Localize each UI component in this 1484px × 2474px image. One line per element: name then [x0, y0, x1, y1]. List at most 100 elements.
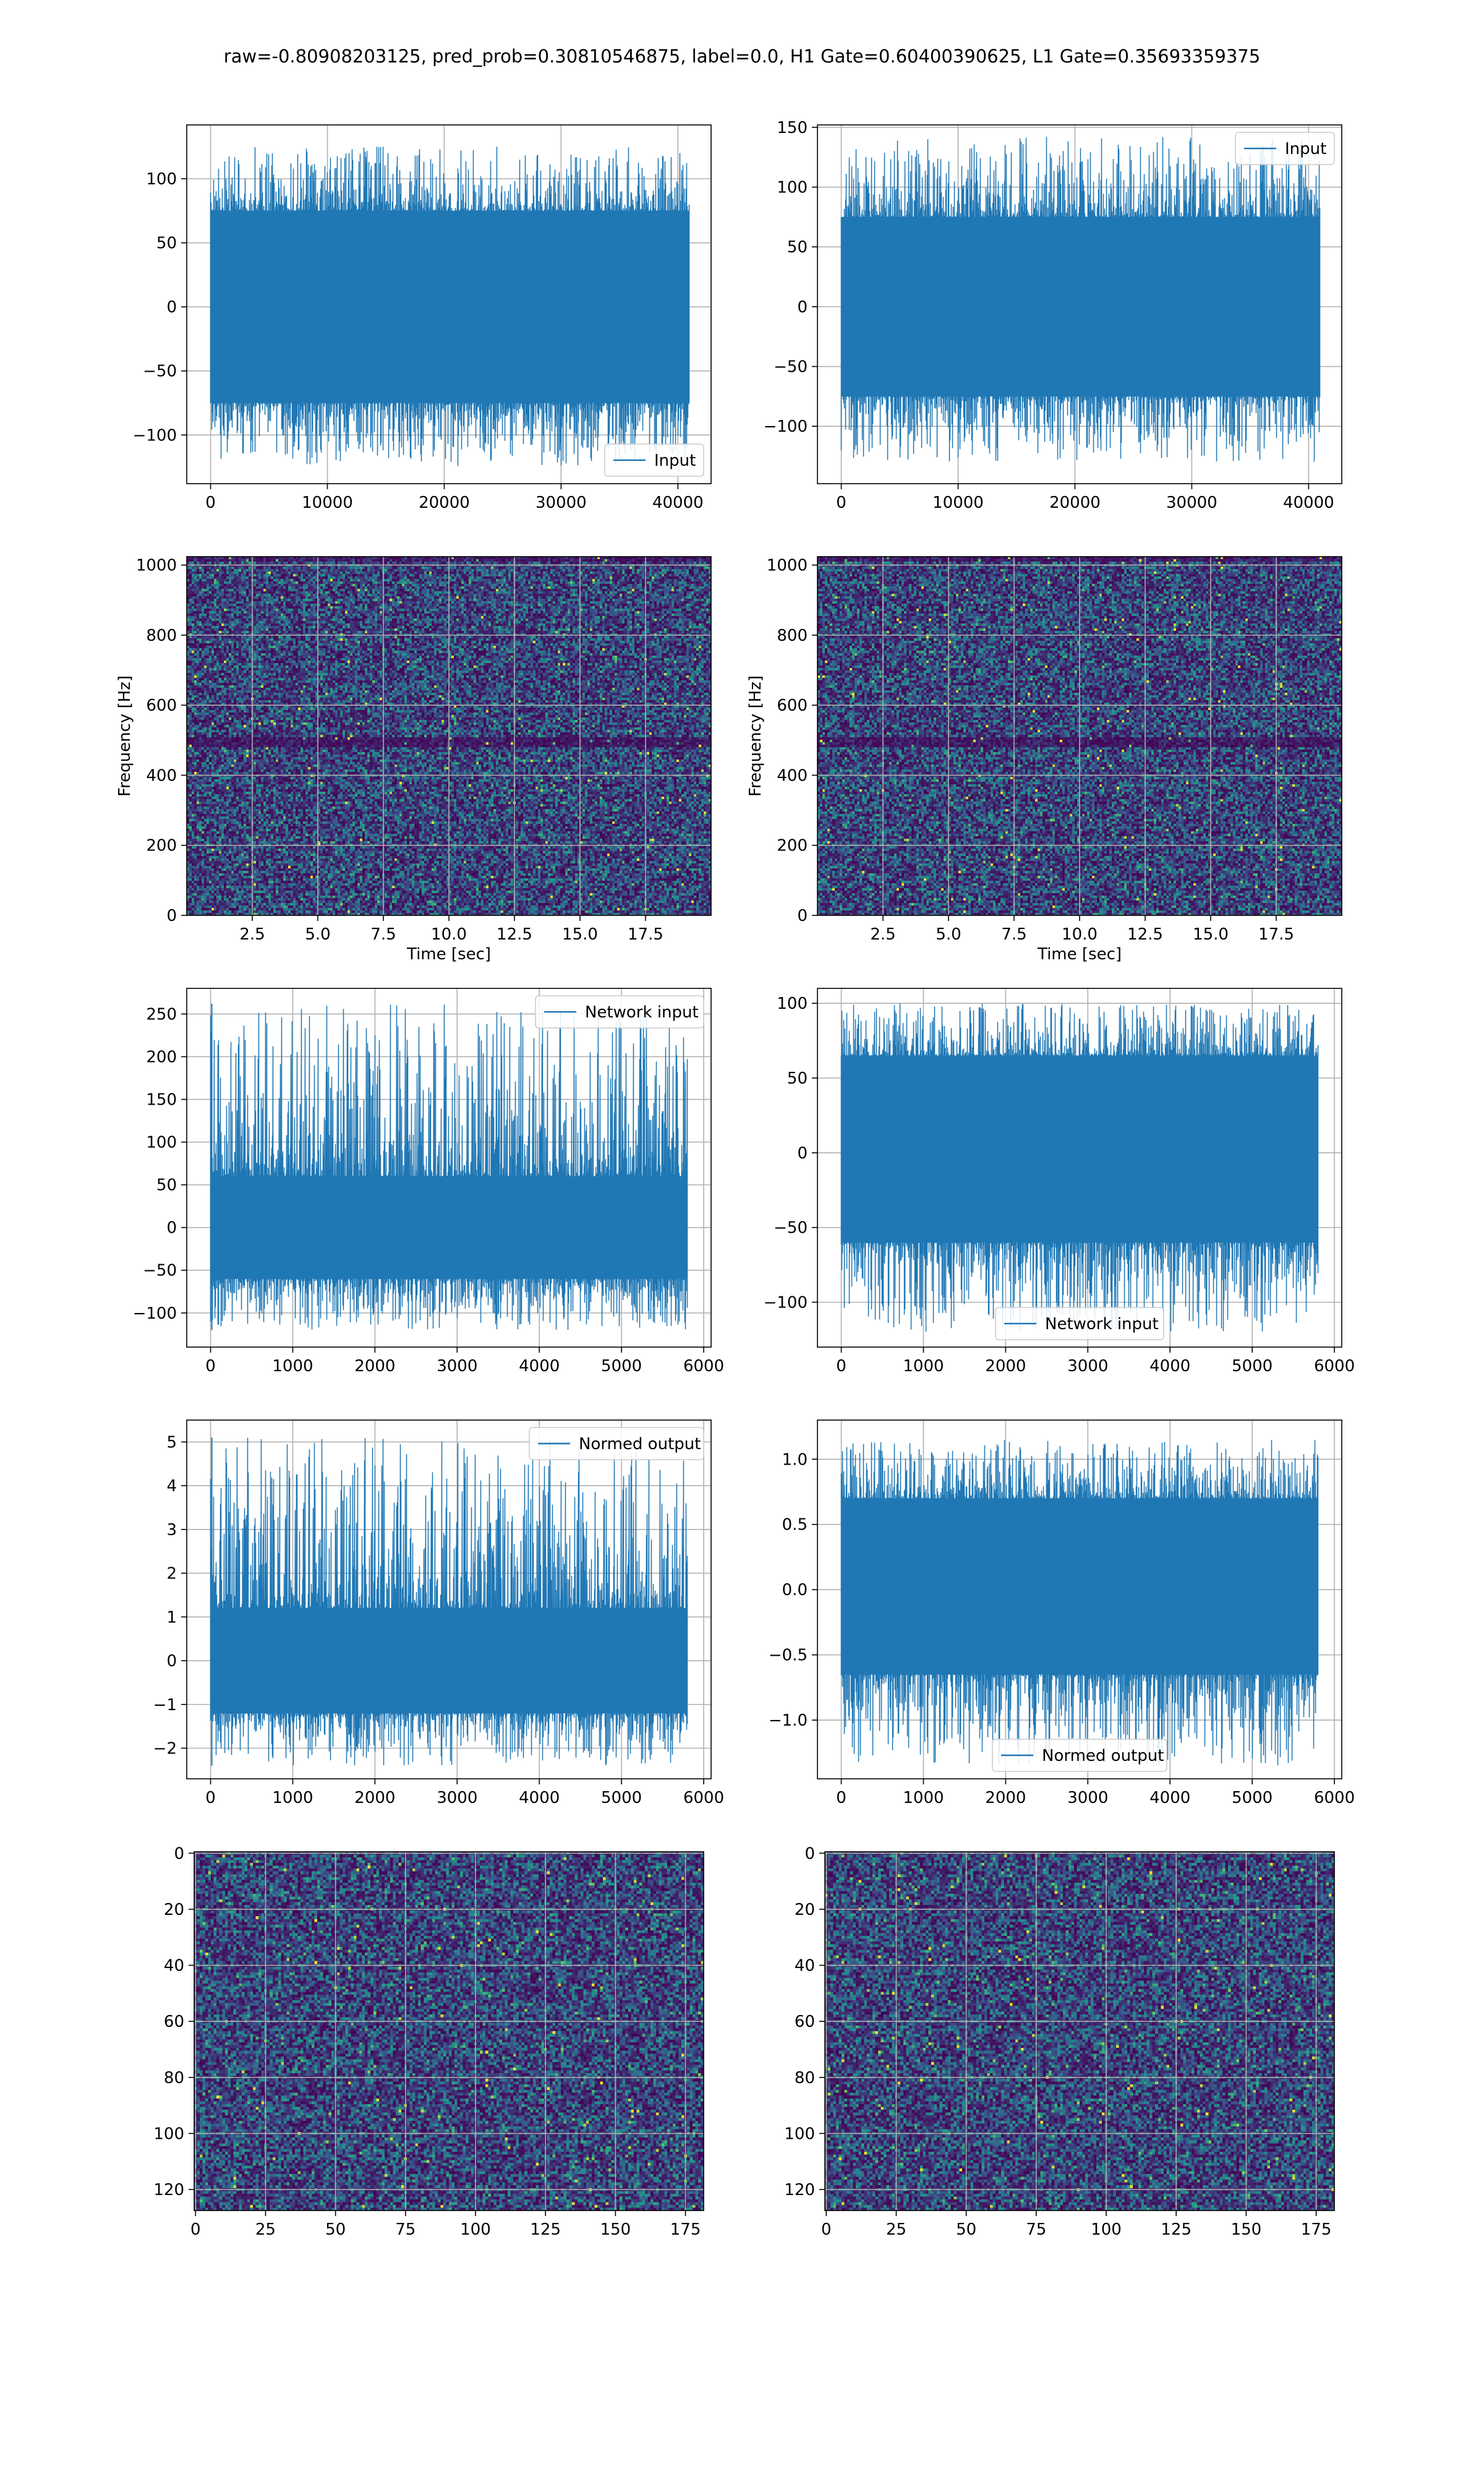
- legend-box: [604, 443, 704, 477]
- chart-l1-spectrogram: 2.5 5.0 7.5 10.0 12.5 15.0 17.5 0 200 400 600 800 10…: [746, 556, 1342, 964]
- axes-frame-h1-input: [186, 124, 712, 484]
- x-tick-label: 2000: [985, 1789, 1026, 1807]
- legend-label: Network input: [585, 1003, 699, 1022]
- y-tick-label: −100: [133, 426, 177, 445]
- x-tick-label: 4000: [519, 1789, 560, 1807]
- y-tick-label: 20: [795, 1901, 815, 1919]
- x-tick-label: 0: [205, 1357, 216, 1376]
- x-tick-label: 75: [395, 2220, 416, 2239]
- legend-l1-network-input: Network input: [995, 1307, 1164, 1340]
- chart-h1-spectrogram: 2.5 5.0 7.5 10.0 12.5 15.0 17.5 0 200 400 600 800 10…: [116, 556, 712, 964]
- y-tick-label: 3: [166, 1521, 177, 1539]
- y-tick-label: 2: [166, 1565, 177, 1583]
- x-tick-label: 6000: [683, 1357, 724, 1376]
- x-tick-label: 10000: [302, 494, 353, 512]
- x-tick-label: 7.5: [370, 925, 396, 944]
- x-tick-label: 6000: [1314, 1789, 1355, 1807]
- y-tick-label: 1.0: [782, 1450, 808, 1469]
- x-tick-label: 3000: [1067, 1789, 1108, 1807]
- legend-l1-normed-output: Normed output: [992, 1739, 1167, 1772]
- y-tick-label: 60: [795, 2013, 815, 2031]
- y-tick-label: 5: [166, 1433, 177, 1452]
- y-tick-label: −50: [143, 362, 177, 381]
- y-tick-label: 50: [787, 238, 808, 257]
- axes-frame-l1-normed-output: [817, 1419, 1342, 1779]
- x-tick-label: 7.5: [1001, 925, 1026, 944]
- y-tick-label: 4: [166, 1477, 177, 1496]
- x-tick-label: 5.0: [936, 925, 961, 944]
- x-tick-label: 20000: [419, 494, 470, 512]
- x-tick-label: 0: [836, 494, 846, 512]
- x-tick-label: 1000: [272, 1357, 313, 1376]
- x-tick-label: 5000: [1232, 1357, 1273, 1376]
- x-tick-label: 25: [886, 2220, 906, 2239]
- x-tick-label: 3000: [437, 1789, 477, 1807]
- x-tick-label: 20000: [1049, 494, 1101, 512]
- y-tick-label: 100: [777, 995, 808, 1013]
- y-tick-label: 100: [146, 170, 177, 189]
- legend-h1-network-input: Network input: [535, 995, 704, 1029]
- y-tick-label: 120: [153, 2181, 184, 2199]
- legend-box: [995, 1307, 1164, 1340]
- x-tick-label: 1000: [903, 1789, 944, 1807]
- chart-h1-image: 0 25 50 75 100 125 150 175 0 20 40 60 80 100 120: [153, 1844, 704, 2239]
- grid-h1-image: [194, 1852, 704, 2211]
- x-tick-label: 2.5: [239, 925, 265, 944]
- x-tick-label: 40000: [1283, 494, 1334, 512]
- x-tick-label: 30000: [1166, 494, 1217, 512]
- grid-l1-image: [825, 1852, 1334, 2211]
- y-tick-label: 50: [156, 1176, 177, 1195]
- series-line-h1-normed-output: [210, 1437, 688, 1766]
- chart-l1-image: 0 25 50 75 100 125 150 175 0 20 40 60 80 100 120: [784, 1844, 1335, 2239]
- y-tick-label: 120: [784, 2181, 815, 2199]
- y-tick-label: 250: [146, 1005, 177, 1024]
- y-tick-label: 1000: [767, 557, 808, 575]
- y-tick-label: −100: [764, 1294, 808, 1312]
- y-tick-label: −50: [143, 1262, 177, 1280]
- legend-label: Normed output: [1042, 1747, 1164, 1765]
- y-tick-label: 60: [164, 2013, 184, 2031]
- x-tick-label: 10.0: [1062, 925, 1098, 944]
- series-line-h1-input: [210, 147, 690, 466]
- legend-box: [1235, 132, 1335, 165]
- figure-title: raw=-0.80908203125, pred_prob=0.30810546…: [224, 46, 1260, 67]
- y-tick-label: −50: [774, 358, 808, 377]
- axes-frame-l1-input: [817, 124, 1342, 484]
- y-tick-label: 40: [795, 1957, 815, 1975]
- x-tick-label: 6000: [683, 1789, 724, 1807]
- y-tick-label: 0: [174, 1844, 184, 1863]
- x-tick-label: 75: [1026, 2220, 1046, 2239]
- x-tick-label: 0: [836, 1789, 846, 1807]
- heatmap-image-l1-image: [825, 1852, 1334, 2211]
- y-tick-label: 600: [777, 696, 808, 715]
- y-tick-label: 1: [166, 1608, 177, 1627]
- x-tick-label: 50: [956, 2220, 976, 2239]
- y-tick-label: 400: [777, 766, 808, 785]
- chart-h1-network-input: 0 1000 2000 3000 4000 5000 6000 −100 −50 0 50 100 15…: [133, 988, 724, 1376]
- y-tick-label: −100: [133, 1304, 177, 1323]
- x-tick-label: 0: [821, 2220, 832, 2239]
- y-tick-label: 0: [797, 1144, 808, 1163]
- x-tick-label: 15.0: [562, 925, 598, 944]
- series-line-h1-network-input: [210, 1004, 688, 1330]
- legend-l1-input: Input: [1235, 132, 1335, 165]
- y-tick-label: 0: [166, 1219, 177, 1238]
- y-tick-label: 800: [146, 627, 177, 645]
- y-tick-label: 800: [777, 627, 808, 645]
- y-tick-label: 100: [153, 2125, 184, 2143]
- x-tick-label: 2000: [354, 1789, 395, 1807]
- y-tick-label: −50: [774, 1219, 808, 1238]
- y-tick-label: −0.5: [769, 1646, 808, 1665]
- y-tick-label: 20: [164, 1901, 184, 1919]
- y-tick-label: 150: [146, 1091, 177, 1110]
- y-tick-label: 50: [156, 234, 177, 253]
- x-tick-label: 4000: [519, 1357, 560, 1376]
- legend-h1-normed-output: Normed output: [529, 1427, 704, 1460]
- x-tick-label: 100: [1091, 2220, 1122, 2239]
- x-tick-label: 12.5: [1127, 925, 1163, 944]
- x-tick-label: 0: [205, 1789, 216, 1807]
- axes-frame-h1-network-input: [186, 988, 712, 1348]
- x-tick-label: 125: [530, 2220, 561, 2239]
- axes-frame-l1-image: [824, 1851, 1335, 2211]
- y-axis-label: Frequency [Hz]: [116, 675, 134, 797]
